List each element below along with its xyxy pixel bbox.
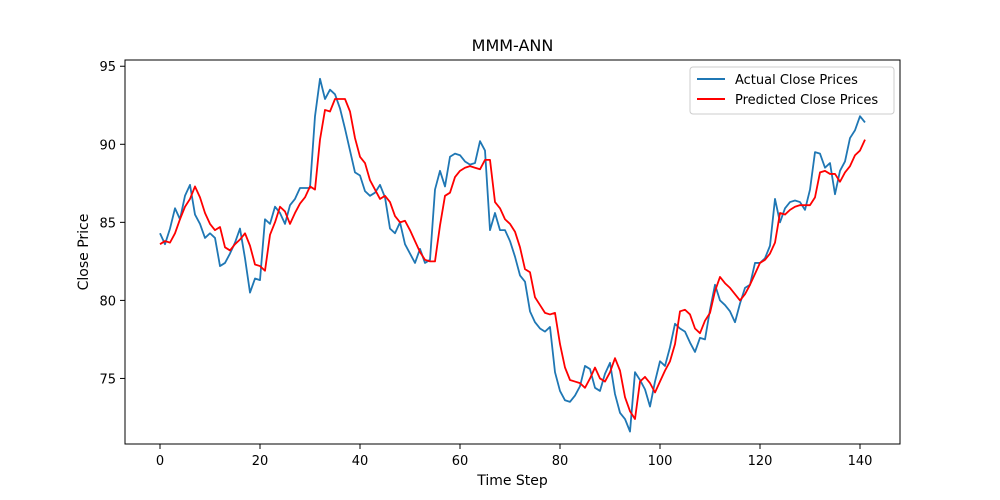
- y-tick-label: 85: [99, 216, 116, 231]
- y-tick-label: 90: [99, 138, 116, 153]
- legend-box: [689, 66, 895, 115]
- series-layer: [159, 77, 866, 433]
- x-axis-label: Time Step: [476, 473, 548, 489]
- x-tick-label: 0: [156, 454, 164, 469]
- legend-label-predicted: Predicted Close Prices: [735, 93, 878, 108]
- chart-title: MMM-ANN: [472, 36, 554, 55]
- series-line-predicted: [159, 98, 866, 420]
- y-tick-label: 75: [99, 372, 116, 387]
- x-tick-label: 120: [748, 454, 773, 469]
- y-tick-label: 95: [99, 60, 116, 75]
- series-line-actual: [159, 77, 866, 433]
- legend: Actual Close Prices Predicted Close Pric…: [689, 66, 895, 115]
- plot-frame: [124, 59, 901, 445]
- x-tick-label: 100: [648, 454, 673, 469]
- y-tick-label: 80: [99, 294, 116, 309]
- plot-area: [125, 60, 900, 444]
- x-tick-label: 40: [352, 454, 369, 469]
- x-tick-label: 20: [252, 454, 269, 469]
- y-axis-label: Close Price: [76, 214, 92, 291]
- x-tick-label: 80: [552, 454, 569, 469]
- tick-layer: 0 20 40 60 80 100 120 140 75 80 85 90 95: [99, 60, 872, 469]
- legend-label-actual: Actual Close Prices: [735, 73, 858, 88]
- x-tick-label: 140: [848, 454, 873, 469]
- x-tick-label: 60: [452, 454, 469, 469]
